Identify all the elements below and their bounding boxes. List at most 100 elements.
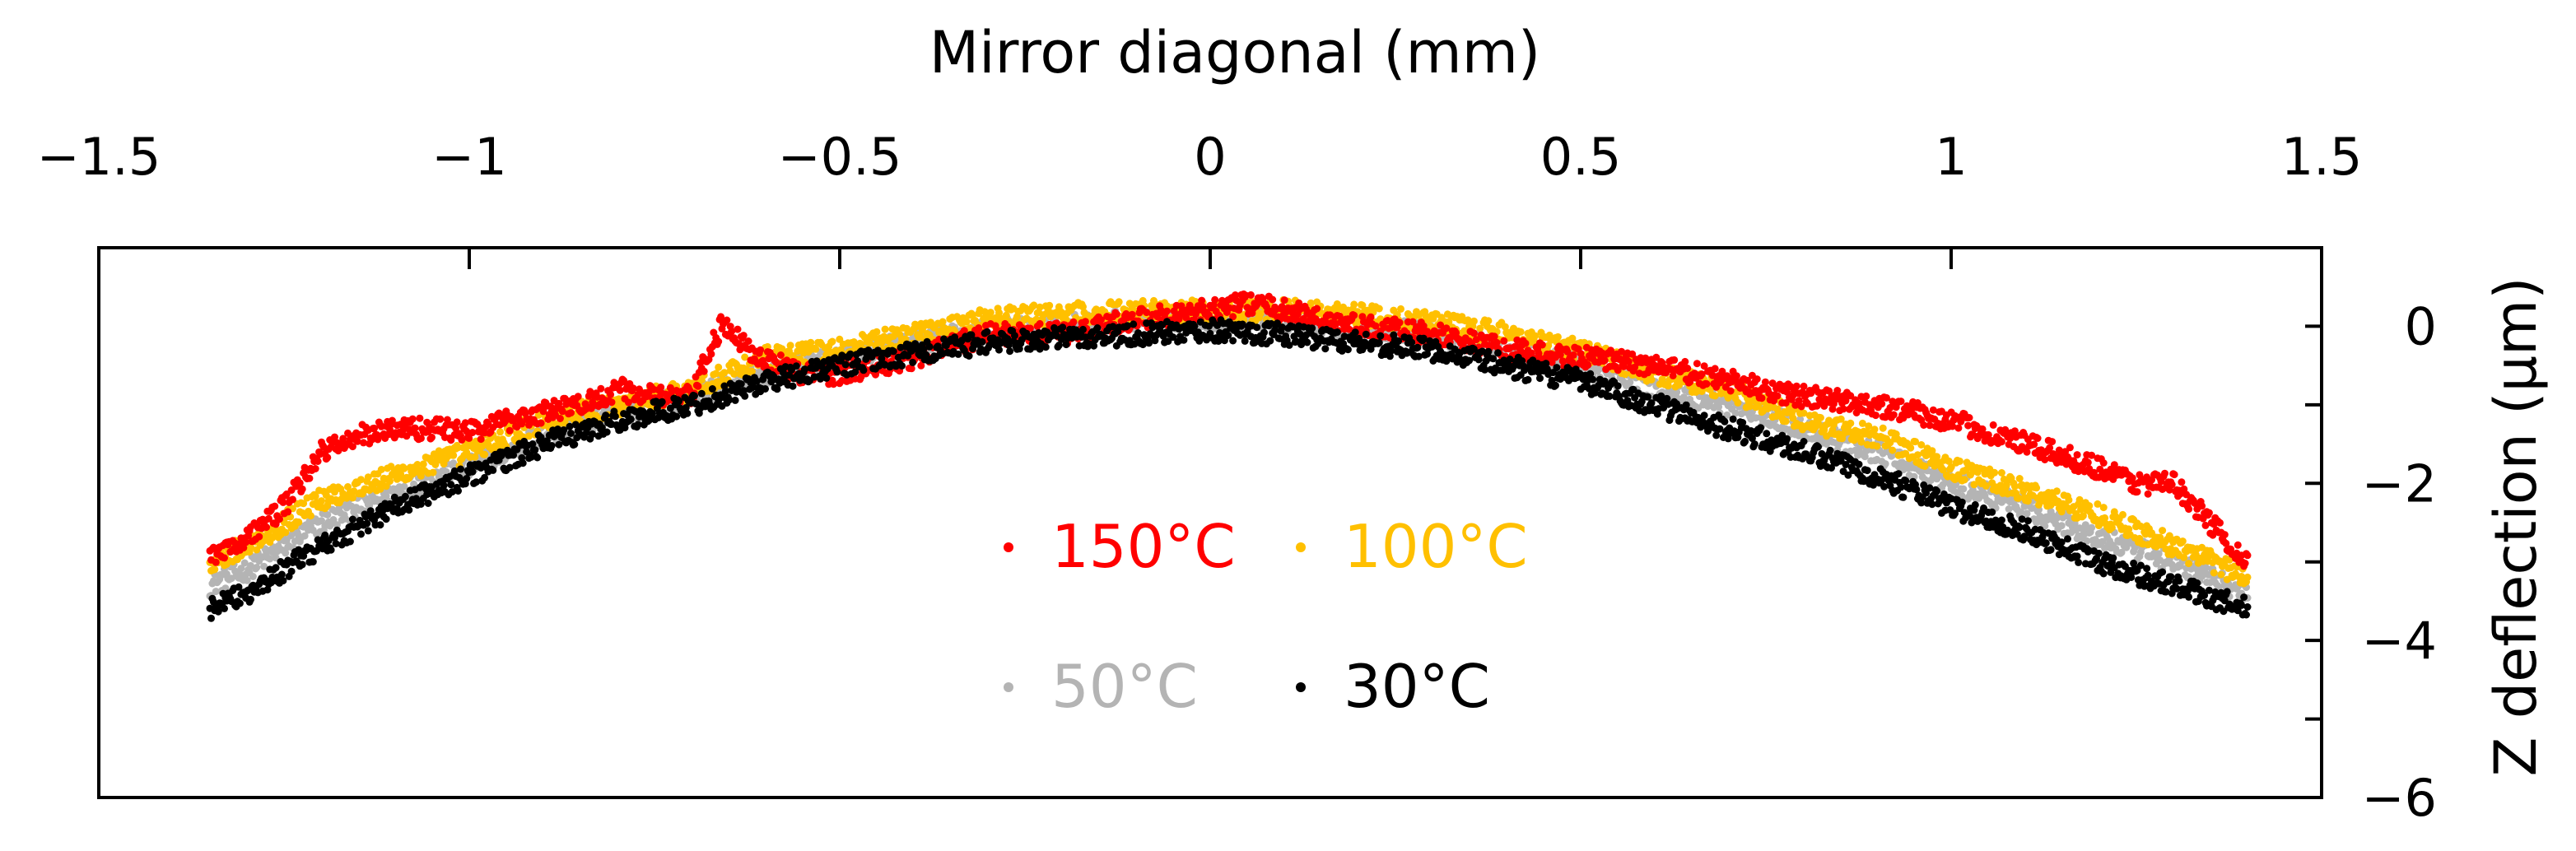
data-point: [986, 309, 995, 317]
data-point: [1554, 332, 1562, 341]
x-tick-label: −1: [431, 127, 506, 187]
data-point: [2217, 570, 2225, 579]
data-point: [1647, 375, 1656, 384]
x-tick-label: 0: [1194, 127, 1226, 187]
data-point: [471, 453, 479, 461]
data-point: [237, 565, 245, 573]
data-point: [400, 464, 408, 472]
data-point: [597, 384, 605, 393]
data-point: [357, 476, 365, 484]
data-point: [2033, 435, 2042, 442]
data-point: [1955, 457, 1963, 465]
data-point: [567, 409, 575, 417]
data-point: [962, 318, 971, 326]
data-point: [1726, 387, 1735, 395]
data-point: [1761, 378, 1769, 386]
data-point: [453, 418, 461, 426]
data-point: [723, 316, 731, 324]
data-point: [450, 451, 458, 459]
data-point: [282, 549, 290, 557]
data-point: [975, 324, 983, 332]
data-point: [1878, 400, 1886, 408]
data-point: [1626, 379, 1634, 387]
data-point: [428, 433, 436, 441]
data-point: [1897, 398, 1905, 406]
data-point: [1584, 360, 1592, 369]
data-point: [2033, 484, 2041, 492]
data-point: [776, 351, 785, 359]
data-point: [1516, 328, 1525, 336]
y-tick-label: −2: [2362, 453, 2437, 514]
data-point: [243, 576, 251, 584]
data-point: [1847, 419, 1855, 427]
y-tick-label: 0: [2405, 296, 2437, 356]
data-point: [212, 588, 220, 596]
data-point: [477, 435, 485, 444]
data-point: [1997, 438, 2005, 446]
data-point: [410, 480, 418, 488]
data-point: [1269, 295, 1277, 304]
data-point: [2066, 444, 2074, 452]
y-axis-ticks: 0−2−4−6: [2305, 246, 2437, 828]
data-point: [1246, 291, 1255, 299]
data-point: [1484, 317, 1493, 325]
data-point: [1959, 485, 1968, 493]
data-point: [739, 332, 748, 340]
data-point: [318, 497, 325, 505]
data-point: [1211, 295, 1219, 304]
x-axis-title: Mirror diagonal (mm): [929, 19, 1541, 86]
data-point: [828, 337, 836, 346]
data-point: [211, 565, 219, 574]
data-point: [311, 465, 319, 472]
data-point: [1375, 305, 1383, 313]
data-point: [305, 474, 314, 482]
data-point: [1975, 494, 1983, 502]
x-axis-ticks: −1.5 −1 −0.5 0 0.5 1 1.5: [37, 127, 2362, 269]
data-point: [939, 318, 947, 326]
data-points: [206, 290, 2252, 622]
data-point: [2154, 550, 2163, 558]
data-point: [2119, 510, 2126, 519]
data-point: [2117, 548, 2126, 556]
data-point: [1734, 398, 1742, 407]
data-point: [2159, 527, 2167, 535]
data-point: [2201, 563, 2210, 571]
data-point: [1470, 329, 1478, 337]
data-point: [1773, 392, 1782, 400]
data-point: [1538, 341, 1546, 349]
data-point: [1873, 442, 1881, 450]
x-tick-label: 0.5: [1540, 127, 1622, 187]
data-point: [2017, 508, 2025, 516]
data-point: [1703, 380, 1711, 388]
data-point: [2065, 496, 2073, 505]
data-point: [1881, 460, 1889, 468]
data-point: [1395, 319, 1404, 327]
data-point: [1163, 307, 1171, 315]
data-point: [1470, 317, 1478, 325]
data-point: [212, 558, 220, 566]
data-point: [496, 428, 504, 436]
data-point: [1800, 382, 1808, 390]
data-point: [2243, 573, 2252, 581]
data-point: [1313, 305, 1321, 313]
data-point: [2033, 519, 2041, 527]
data-point: [1792, 382, 1800, 390]
data-point: [1350, 300, 1358, 309]
data-point: [1600, 356, 1609, 365]
data-point: [1731, 409, 1740, 417]
data-point: [881, 325, 889, 333]
data-point: [2088, 523, 2096, 532]
data-point: [2210, 569, 2218, 577]
data-point: [1965, 414, 1973, 421]
data-point: [1081, 318, 1089, 326]
data-point: [249, 573, 257, 580]
data-point: [2048, 438, 2057, 446]
data-point: [1989, 421, 1997, 429]
data-point: [1732, 372, 1740, 380]
data-point: [1500, 337, 1508, 345]
data-point: [416, 414, 424, 422]
data-point: [2108, 523, 2116, 532]
data-point: [1115, 298, 1123, 306]
data-point: [2052, 487, 2061, 495]
data-point: [715, 337, 723, 346]
